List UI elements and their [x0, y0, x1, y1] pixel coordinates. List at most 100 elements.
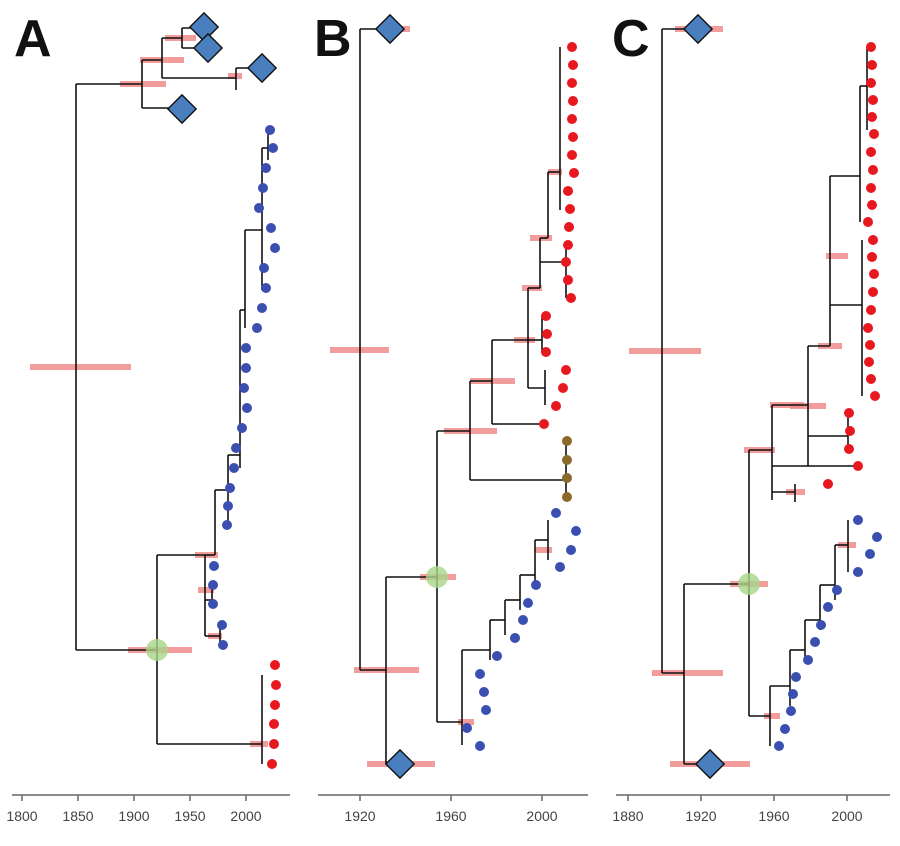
- red-tip: [866, 305, 876, 315]
- hpd-bars-a: [30, 35, 268, 747]
- blue-tip: [492, 651, 502, 661]
- branches-a: [75, 27, 269, 764]
- red-tip: [867, 112, 877, 122]
- red-tip: [863, 217, 873, 227]
- panel-a: A: [6, 10, 290, 824]
- diamond-tip: [166, 93, 198, 125]
- diamond-tip: [246, 52, 278, 84]
- red-tip: [869, 129, 879, 139]
- red-tip: [541, 347, 551, 357]
- red-tip: [866, 183, 876, 193]
- red-tip: [568, 96, 578, 106]
- red-tip: [866, 42, 876, 52]
- diamond-tip: [682, 13, 714, 45]
- tick-label: 2000: [526, 808, 557, 824]
- brown-tip: [562, 455, 572, 465]
- blue-tip: [853, 515, 863, 525]
- blue-tip: [229, 463, 239, 473]
- red-tip: [868, 287, 878, 297]
- panel-b: B: [314, 10, 588, 824]
- red-tip: [563, 186, 573, 196]
- blue-tip: [823, 602, 833, 612]
- tick-label: 1920: [344, 808, 375, 824]
- blue-tip: [261, 163, 271, 173]
- blue-tip: [475, 669, 485, 679]
- blue-tip: [241, 343, 251, 353]
- red-tip: [564, 222, 574, 232]
- blue-tip: [816, 620, 826, 630]
- blue-tip: [872, 532, 882, 542]
- red-tip: [864, 357, 874, 367]
- diamond-tip: [384, 748, 416, 780]
- blue-tip: [257, 303, 267, 313]
- red-tip: [853, 461, 863, 471]
- red-tip: [558, 383, 568, 393]
- tips-a: [166, 11, 281, 769]
- red-tip: [567, 78, 577, 88]
- red-tip: [270, 660, 280, 670]
- red-tip: [567, 150, 577, 160]
- blue-tip: [208, 580, 218, 590]
- time-axis-c: 1880 1920 1960 2000: [612, 794, 890, 824]
- red-tip: [845, 426, 855, 436]
- red-tip: [568, 132, 578, 142]
- tick-label: 1880: [612, 808, 643, 824]
- diamond-tip: [694, 748, 726, 780]
- red-tip: [868, 95, 878, 105]
- red-tip: [863, 323, 873, 333]
- blue-tip: [231, 443, 241, 453]
- red-tip: [561, 257, 571, 267]
- panel-letter-a: A: [14, 10, 52, 68]
- blue-tip: [268, 143, 278, 153]
- blue-tip: [239, 383, 249, 393]
- red-tip: [865, 340, 875, 350]
- tick-label: 1920: [685, 808, 716, 824]
- blue-tip: [786, 706, 796, 716]
- red-tip: [868, 165, 878, 175]
- diamond-tip: [374, 13, 406, 45]
- blue-tip: [780, 724, 790, 734]
- time-axis-b: 1920 1960 2000: [318, 794, 588, 824]
- brown-tip: [562, 436, 572, 446]
- blue-tip: [832, 585, 842, 595]
- tick-label: 1960: [435, 808, 466, 824]
- red-tip: [270, 700, 280, 710]
- time-axis-a: 1800 1850 1900 1950 2000: [6, 794, 290, 824]
- blue-tip: [791, 672, 801, 682]
- tick-label: 2000: [831, 808, 862, 824]
- tick-label: 1960: [758, 808, 789, 824]
- red-tip: [269, 739, 279, 749]
- tips-b: [374, 13, 581, 780]
- blue-tip: [555, 562, 565, 572]
- red-tip: [823, 479, 833, 489]
- branches-c: [661, 28, 868, 765]
- blue-tip: [218, 640, 228, 650]
- highlight-node: [738, 573, 760, 595]
- red-tip: [867, 200, 877, 210]
- blue-tip: [571, 526, 581, 536]
- blue-tip: [265, 125, 275, 135]
- panel-letter-c: C: [612, 10, 650, 68]
- blue-tip: [865, 549, 875, 559]
- red-tip: [866, 147, 876, 157]
- red-tip: [566, 293, 576, 303]
- blue-tip: [523, 598, 533, 608]
- red-tip: [565, 204, 575, 214]
- red-tip: [866, 374, 876, 384]
- red-tip: [561, 365, 571, 375]
- blue-tip: [225, 483, 235, 493]
- blue-tip: [551, 508, 561, 518]
- blue-tip: [258, 183, 268, 193]
- tick-label: 2000: [230, 808, 261, 824]
- tick-label: 1850: [62, 808, 93, 824]
- tick-label: 1900: [118, 808, 149, 824]
- blue-tip: [475, 741, 485, 751]
- blue-tip: [462, 723, 472, 733]
- red-tip: [563, 275, 573, 285]
- diamond-tip: [188, 11, 220, 43]
- panel-letter-b: B: [314, 10, 352, 68]
- blue-tip: [242, 403, 252, 413]
- tick-label: 1950: [174, 808, 205, 824]
- red-tip: [269, 719, 279, 729]
